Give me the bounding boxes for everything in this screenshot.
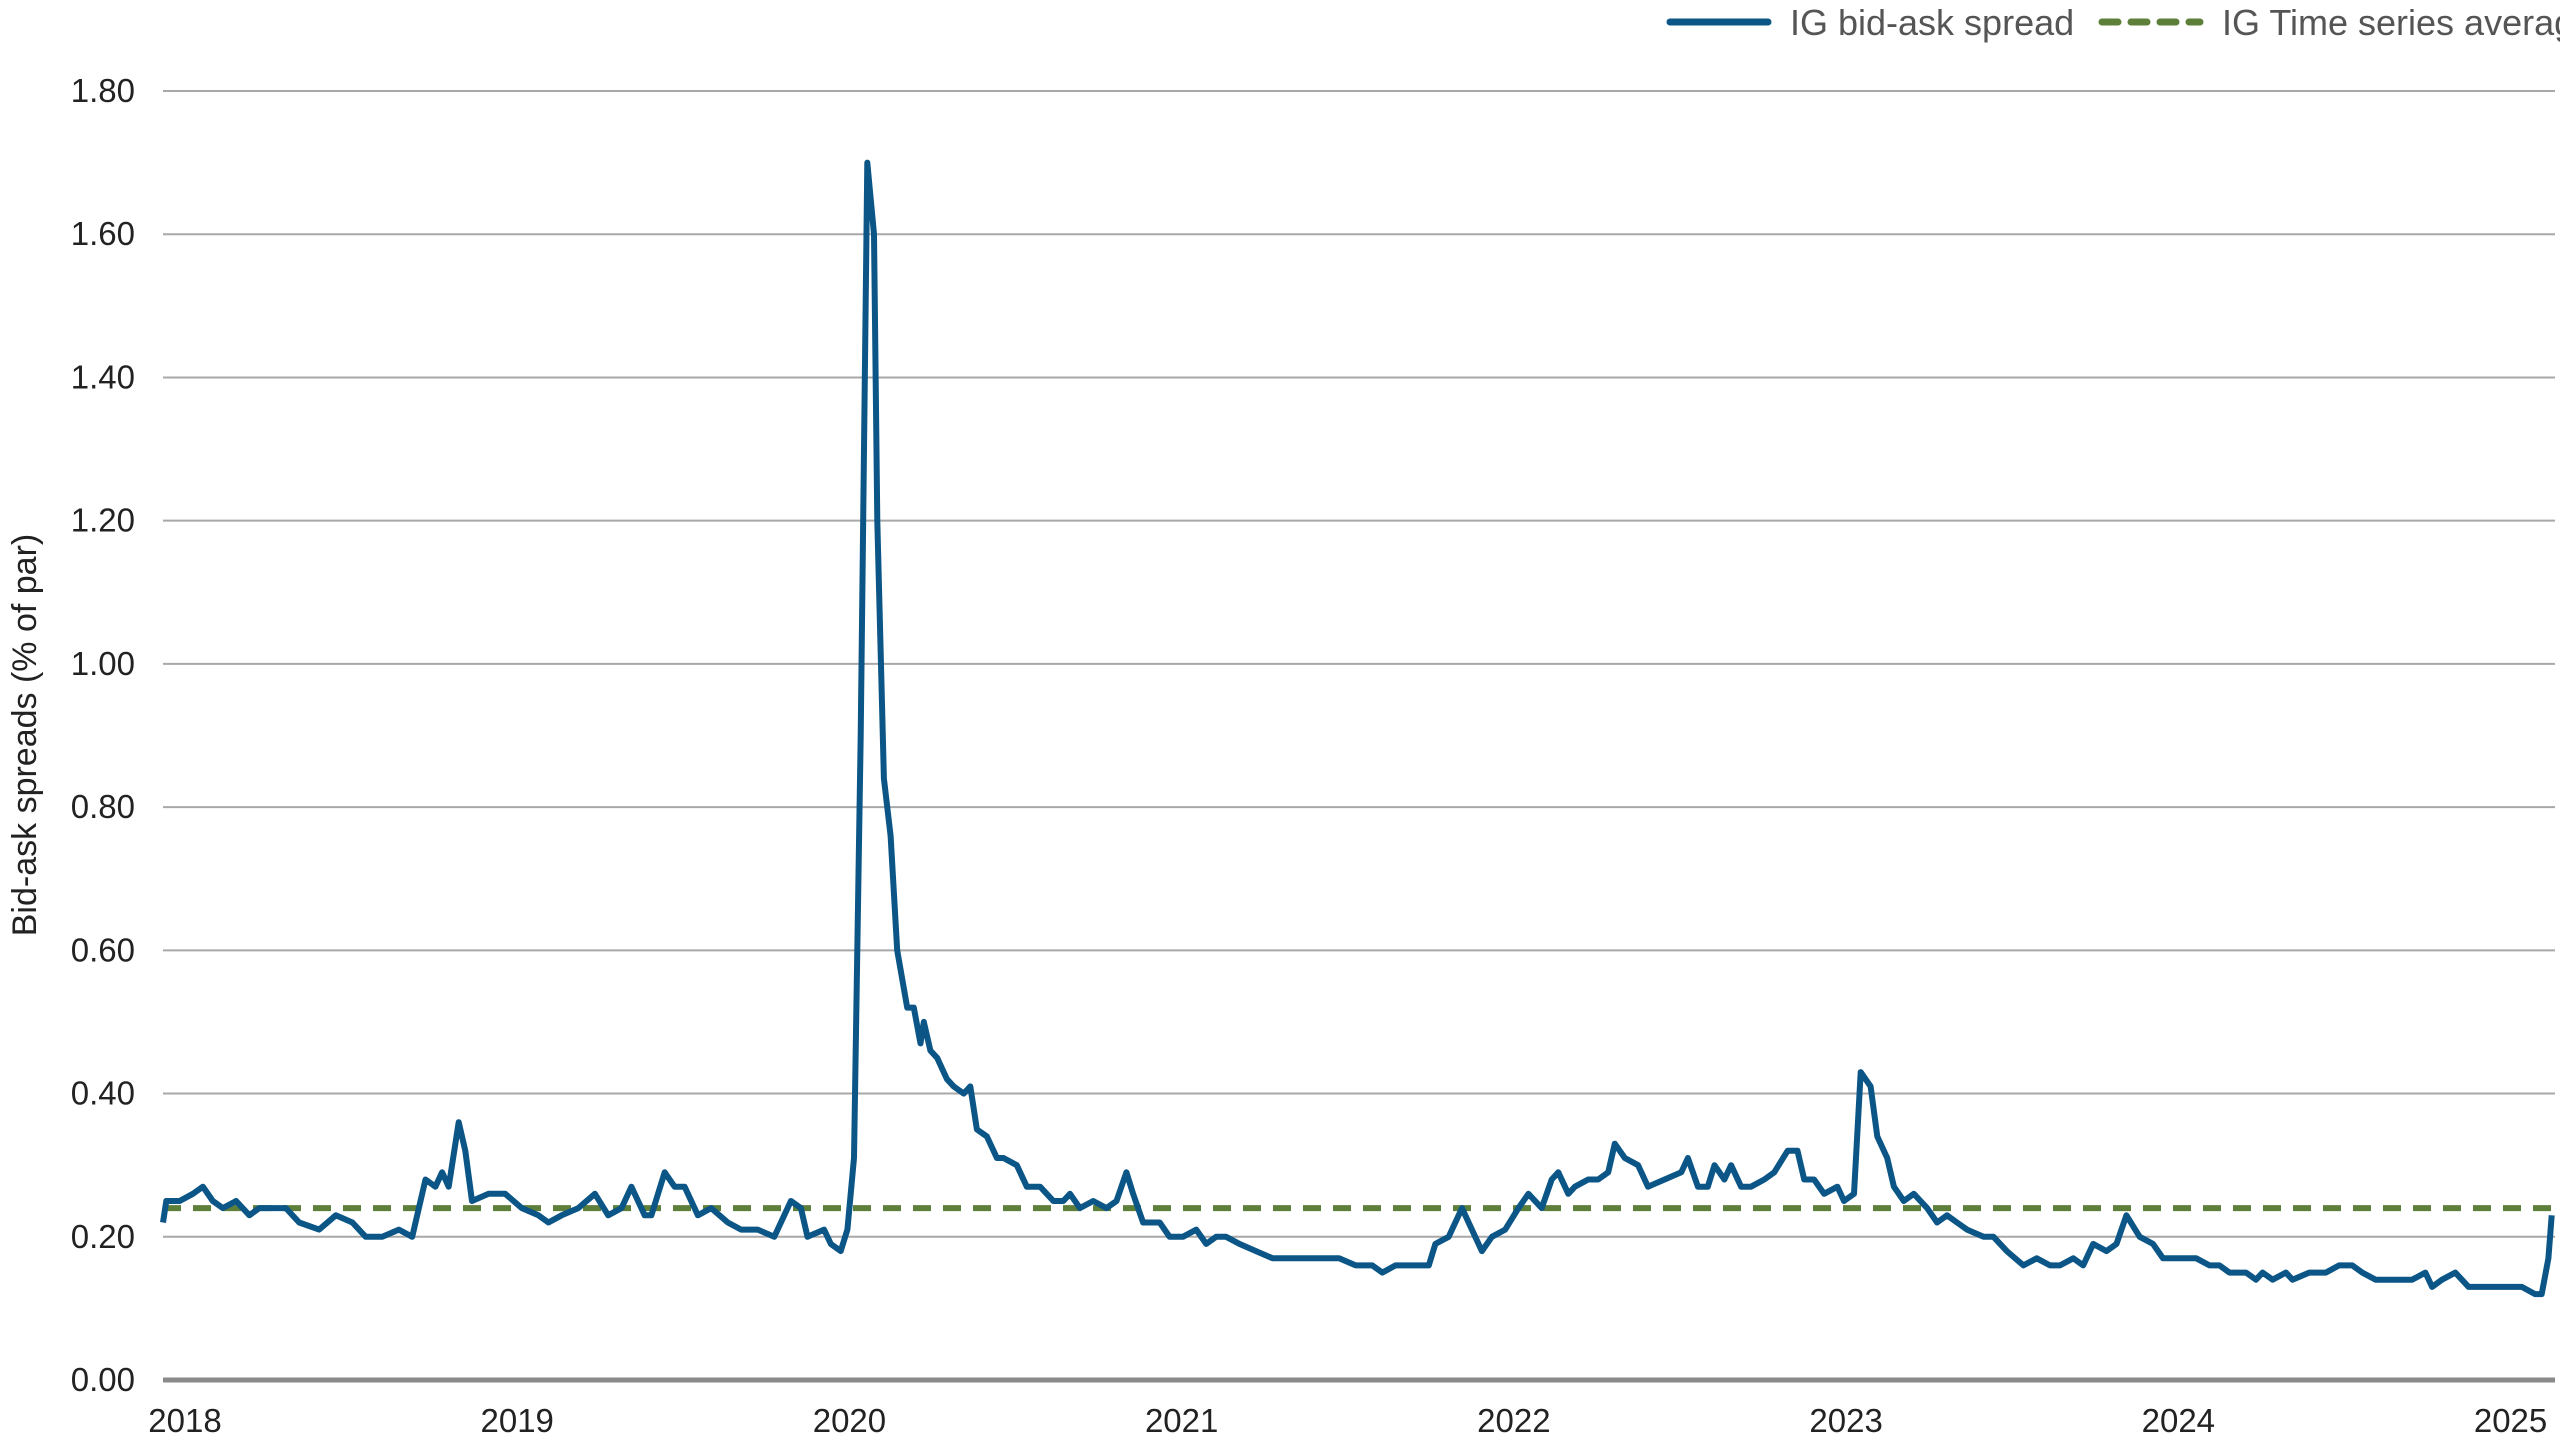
x-tick-label: 2023 <box>1809 1402 1882 1439</box>
x-tick-label: 2024 <box>2142 1402 2215 1439</box>
x-tick-label: 2020 <box>813 1402 886 1439</box>
y-tick-label: 1.20 <box>71 502 135 539</box>
y-tick-labels: 0.00 0.20 0.40 0.60 0.80 1.00 1.20 1.40 1.60 1.80 <box>71 72 135 1398</box>
x-tick-label: 2022 <box>1477 1402 1550 1439</box>
y-tick-label: 1.80 <box>71 72 135 109</box>
spread-line <box>160 159 2555 1298</box>
series-layer <box>160 159 2555 1298</box>
y-tick-label: 0.00 <box>71 1361 135 1398</box>
x-tick-label: 2021 <box>1145 1402 1218 1439</box>
y-tick-label: 1.40 <box>71 358 135 395</box>
y-tick-label: 0.60 <box>71 931 135 968</box>
y-axis-label: Bid-ask spreads (% of par) <box>6 534 44 937</box>
legend-label-spread: IG bid-ask spread <box>1790 2 2074 43</box>
y-tick-label: 1.00 <box>71 645 135 682</box>
legend: IG bid-ask spread IG Time series average <box>1666 2 2560 43</box>
y-tick-label: 1.60 <box>71 215 135 252</box>
y-tick-label: 0.40 <box>71 1075 135 1112</box>
y-tick-label: 0.20 <box>71 1218 135 1255</box>
x-tick-label: 2018 <box>148 1402 221 1439</box>
x-tick-label: 2019 <box>481 1402 554 1439</box>
gridlines <box>163 90 2555 1383</box>
y-tick-label: 0.80 <box>71 788 135 825</box>
x-tick-labels: 2018 2019 2020 2021 2022 2023 2024 2025 <box>148 1402 2547 1439</box>
legend-label-average: IG Time series average <box>2222 2 2560 43</box>
x-tick-label: 2025 <box>2474 1402 2547 1439</box>
